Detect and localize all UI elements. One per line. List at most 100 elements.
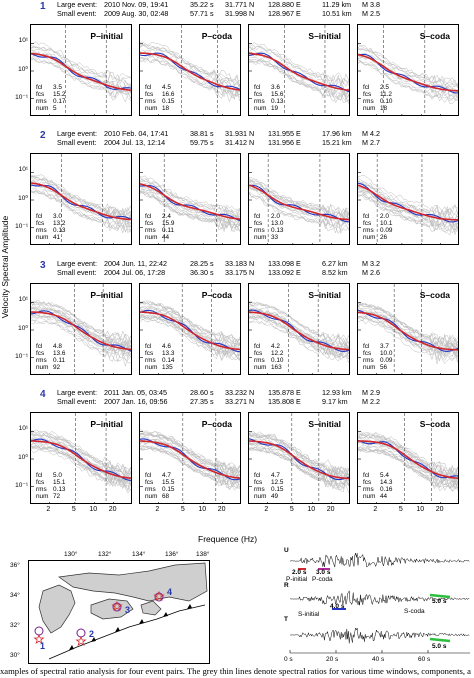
stat-key: num [254,493,267,500]
large-event-lat: 33.183 N [225,259,255,268]
map-lon-tick: 134° [132,551,146,558]
fit-stats: fcl 4.2 fcs 12.2 rms 0.10 num 163 [254,343,283,371]
spectral-ratio-line [140,301,240,347]
x-tick-label: 10 [416,506,425,513]
spectral-plot [358,413,458,503]
stat-value: 4.7 [271,472,280,479]
stat-fcl: fcl 5.4 [363,472,392,479]
x-tick-label: 2 [264,506,269,513]
window-title: S–initial [308,419,341,429]
spectral-ratio-line [249,302,349,349]
x-tick-label: 2 [155,506,160,513]
stat-key: num [145,364,158,371]
group-number: 1 [40,1,46,12]
stat-key: fcs [363,350,372,357]
window-title: S–coda [419,31,450,41]
stat-key: rms [363,227,374,234]
spectral-ratio-line [358,56,458,93]
mean-spectral-ratio [31,310,131,352]
stat-fcs: fcs 13.3 [145,350,174,357]
spectral-ratio-line [358,447,458,489]
spectral-ratio-line [140,430,240,473]
spectral-ratio-line [31,48,131,94]
spectral-ratio-line [140,43,240,88]
model-fit-curve [31,311,131,351]
small-event-sec: 57.71 s [190,9,214,18]
stat-key: fcs [254,479,263,486]
small-event-lon: 131.956 E [268,138,301,147]
group-number: 3 [40,260,46,271]
stat-value: 12.5 [271,479,284,486]
spectral-plot [140,25,240,115]
spectral-ratio-line [249,319,349,361]
spectral-plot [249,284,349,374]
stat-key: fcl [145,472,152,479]
stat-fcl: fcl 2.4 [145,213,174,220]
window-title: P–coda [201,290,232,300]
spectral-ratio-line [31,433,131,475]
y-tick-label: 10¹ [18,37,28,45]
stat-value: 2.0 [271,213,280,220]
stat-key: rms [36,227,47,234]
spectral-ratio-line [31,301,131,345]
spectral-ratio-line [31,57,131,102]
spectral-panel: P–coda fcl 4.6 fcs 13.3 rms 0.14 num 135 [139,283,241,375]
small-event-label: Small event: [57,9,97,18]
spectral-ratio-line [140,55,240,98]
spectral-ratio-line [140,41,240,87]
event-markers [33,590,165,646]
stat-value: 41 [53,234,61,241]
stat-value: 0.17 [53,98,66,105]
large-event-depth: 11.29 km [322,0,352,9]
time-tick: 40 s [372,656,385,663]
large-event-sec: 28.25 s [190,259,214,268]
x-tick-label: 5 [71,506,76,513]
small-event-date: 2007 Jan. 16, 09:56 [104,397,168,406]
y-tick-label: 10⁻¹ [15,352,28,360]
stat-key: fcl [36,213,43,220]
fit-stats: fcl 4.6 fcs 13.3 rms 0.14 num 135 [145,343,174,371]
stat-key: num [145,493,158,500]
stat-key: num [363,493,376,500]
spectral-ratio-line [358,193,458,236]
y-axis-label: Velocity Spectral Amplitude [0,215,10,319]
stat-fcs: fcs 13.0 [254,220,283,227]
map-label-1: 1 [40,641,46,651]
y-tick-label: 10⁰ [18,66,28,73]
large-event-label: Large event: [57,0,97,9]
stat-rms: rms 0.11 [145,227,174,234]
spectral-ratio-line [140,305,240,349]
large-event-date: 2011 Jan. 05, 03:45 [104,388,168,397]
large-event-date: 2010 Nov. 09, 19:41 [104,0,169,9]
fit-stats: fcl 4.5 fcs 16.6 rms 0.15 num 18 [145,84,174,112]
stat-value: 0.13 [53,227,66,234]
spectral-ratio-line [358,447,458,488]
x-tick-label: 20 [326,506,335,513]
stat-key: rms [145,98,156,105]
map-lat-tick: 34° [10,592,20,599]
stat-fcl: fcl 4.6 [145,343,174,350]
comp-r: R [284,582,289,589]
spectral-ratio-line [249,301,349,346]
spectral-ratio-line [249,321,349,364]
stat-num: num 44 [363,493,392,500]
stat-key: rms [363,357,374,364]
stat-value: 44 [380,493,388,500]
stat-value: 18 [380,105,388,112]
x-tick-label: 20 [108,506,117,513]
stat-key: fcs [36,220,45,227]
spectral-ratio-line [140,57,240,99]
mean-spectral-ratio [358,309,458,352]
stat-value: 2.0 [380,213,389,220]
large-event-label: Large event: [57,388,97,397]
small-event-sec: 27.35 s [190,397,214,406]
stat-fcl: fcl 4.2 [254,343,283,350]
stat-key: rms [145,486,156,493]
stat-key: fcs [145,350,154,357]
window-title: S–coda [419,290,450,300]
s-coda-window [429,593,451,599]
stat-fcs: fcs 15.1 [36,479,65,486]
spectral-ratio-line [358,320,458,365]
stat-key: fcs [36,479,45,486]
spectral-ratio-line [358,433,458,480]
